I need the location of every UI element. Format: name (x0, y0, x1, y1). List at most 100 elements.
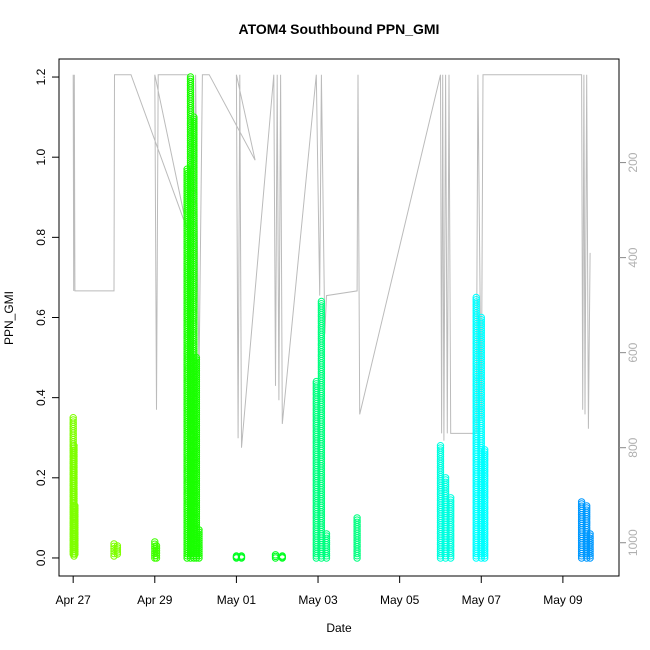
data-point (441, 478, 450, 486)
data-point (477, 313, 485, 322)
y-tick-label: 1.2 (34, 68, 48, 85)
data-point (152, 554, 161, 562)
y-tick-label: 0.2 (34, 469, 48, 486)
data-point (69, 414, 77, 422)
data-point (113, 544, 122, 552)
data-point (441, 476, 450, 484)
data-point (472, 293, 480, 302)
data-point (353, 518, 361, 526)
data-point (312, 380, 320, 388)
data-point (481, 446, 489, 454)
data-point (447, 496, 455, 504)
data-point (586, 532, 594, 540)
y-tick-label: 0.0 (34, 549, 48, 566)
y2-tick-label: 800 (626, 437, 640, 457)
y2-tick-label: 1000 (626, 529, 640, 556)
secondary-trace (72, 74, 591, 448)
y-axis-label: PPN_GMI (2, 291, 16, 345)
y-axis: 0.0 0.2 0.4 0.6 0.8 1.0 1.2 (34, 68, 59, 566)
data-point (317, 297, 326, 306)
data-point (447, 494, 455, 502)
data-point (152, 549, 161, 557)
x-tick-label: May 01 (217, 593, 257, 607)
data-point (322, 534, 331, 542)
data-point (278, 552, 286, 560)
x-tick-label: Apr 27 (55, 593, 91, 607)
data-point (447, 498, 455, 506)
data-point (70, 446, 78, 454)
data-point (317, 300, 326, 308)
data-point (312, 377, 320, 386)
data-point (195, 528, 203, 536)
data-point (192, 353, 201, 362)
y2-tick-label: 400 (626, 247, 640, 267)
data-point (583, 506, 591, 514)
data-point (586, 534, 594, 542)
data-point (481, 448, 489, 456)
data-point (69, 416, 77, 424)
chart-title: ATOM4 Southbound PPN_GMI (239, 21, 440, 37)
data-point (577, 500, 586, 508)
y2-tick-label: 600 (626, 342, 640, 362)
y2-axis: 200 400 600 800 1000 (619, 152, 640, 556)
data-point (586, 530, 594, 538)
data-point (481, 450, 489, 458)
plot-frame (58, 58, 620, 577)
data-point (436, 444, 445, 452)
data-point (152, 551, 161, 560)
data-point (69, 418, 77, 426)
x-axis-label: Date (326, 621, 352, 635)
data-point (70, 444, 78, 452)
y-tick-label: 1.0 (34, 149, 48, 166)
data-point (353, 514, 361, 522)
x-tick-label: Apr 29 (137, 593, 173, 607)
data-point (477, 316, 485, 324)
y-tick-label: 0.4 (34, 389, 48, 406)
data-point (436, 442, 445, 450)
data-point (477, 318, 485, 326)
x-tick-label: May 09 (543, 593, 583, 607)
data-point (190, 113, 198, 121)
data-point (152, 544, 161, 552)
data-point (322, 530, 331, 538)
data-point (192, 358, 201, 366)
data-point (312, 382, 320, 390)
x-tick-label: May 05 (380, 593, 420, 607)
data-point (577, 498, 586, 506)
data-point (317, 302, 326, 310)
y2-tick-label: 200 (626, 152, 640, 172)
x-tick-label: May 03 (298, 593, 338, 607)
data-point (190, 115, 198, 124)
data-point (192, 356, 201, 364)
data-point (195, 530, 203, 538)
data-point (577, 502, 586, 510)
secondary-trace-line (72, 74, 591, 448)
data-point (152, 542, 161, 550)
data-point (472, 296, 480, 304)
data-point (71, 504, 79, 512)
y-tick-label: 0.6 (34, 309, 48, 326)
data-point (441, 474, 450, 482)
x-axis: Apr 27 Apr 29 May 01 May 03 May 05 May 07 May … (55, 576, 583, 607)
data-point (583, 502, 591, 510)
data-point (71, 502, 79, 510)
data-point (472, 298, 480, 306)
y-tick-label: 0.8 (34, 229, 48, 246)
data-point (353, 516, 361, 524)
data-point (237, 552, 246, 560)
data-point (186, 77, 195, 86)
data-point (151, 540, 159, 548)
data-point (190, 117, 198, 126)
data-point (113, 542, 122, 550)
data-point (186, 75, 195, 83)
data-point (322, 532, 331, 540)
data-point (152, 547, 161, 555)
data-point (70, 442, 78, 450)
data-point (583, 504, 591, 512)
data-points (69, 73, 594, 562)
data-point (113, 546, 122, 554)
data-point (271, 551, 280, 559)
data-point (195, 526, 203, 534)
data-point (232, 552, 241, 560)
